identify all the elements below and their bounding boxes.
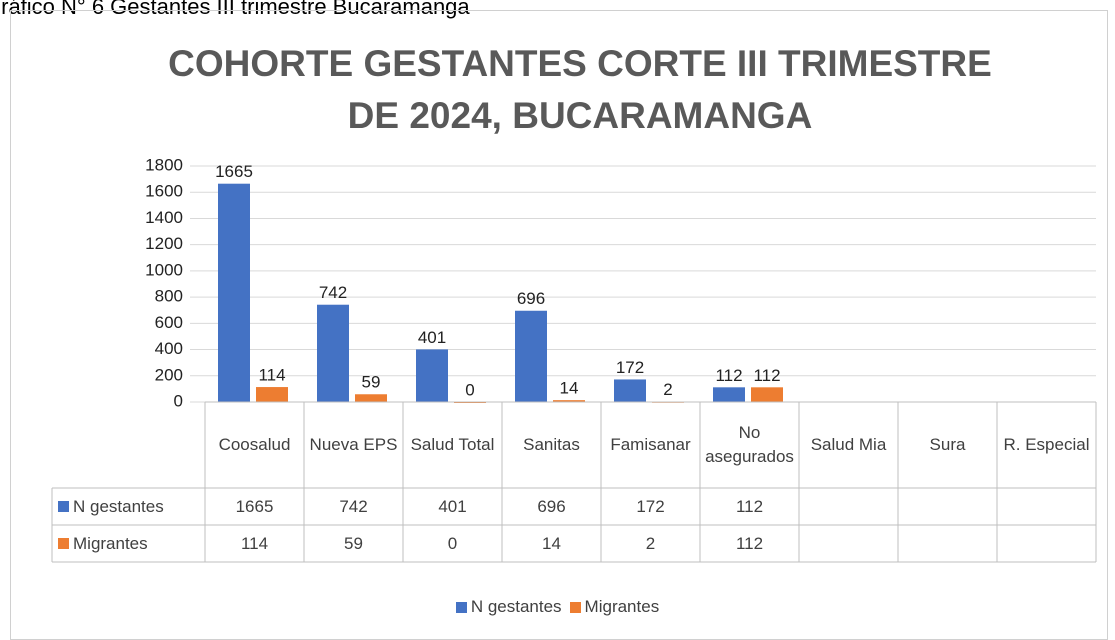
legend-item: Migrantes — [569, 597, 660, 617]
data-label: 696 — [517, 289, 545, 308]
data-label: 1665 — [215, 162, 253, 181]
x-tick-label: Salud Total — [410, 435, 495, 454]
bar — [416, 349, 448, 402]
x-tick-label: Sura — [929, 435, 966, 454]
legend-swatch — [569, 601, 581, 613]
table-value: 172 — [636, 496, 665, 516]
data-label: 14 — [560, 379, 579, 398]
y-tick-label: 1600 — [145, 182, 183, 201]
bar — [553, 400, 585, 402]
y-tick-label: 0 — [174, 391, 183, 410]
legend-key — [58, 501, 69, 512]
table-value — [997, 488, 1096, 525]
x-tick-label: Coosalud — [218, 435, 291, 454]
x-tick-label: No asegurados — [705, 423, 794, 466]
x-tick-label: Sanitas — [523, 435, 580, 454]
y-tick-label: 600 — [155, 313, 183, 332]
bar — [317, 304, 349, 402]
table-value: 14 — [542, 533, 561, 553]
series-name: N gestantes — [73, 496, 164, 516]
bar — [614, 379, 646, 402]
y-tick-label: 1000 — [145, 260, 183, 279]
table-value — [799, 488, 898, 525]
legend-item: N gestantes — [455, 597, 562, 617]
table-value: 401 — [438, 496, 467, 516]
table-value — [799, 525, 898, 562]
x-tick-label: Famisanar — [610, 435, 691, 454]
table-row-header: N gestantes — [52, 488, 205, 525]
table-value — [898, 488, 997, 525]
y-tick-label: 400 — [155, 339, 183, 358]
table-value: 59 — [344, 533, 363, 553]
bar — [355, 394, 387, 402]
table-value: 742 — [339, 496, 368, 516]
series-name: Migrantes — [73, 533, 148, 553]
data-label: 112 — [715, 366, 742, 385]
table-value: 1665 — [235, 496, 274, 516]
data-label: 172 — [616, 358, 644, 377]
chart-title: COHORTE GESTANTES CORTE III TRIMESTRE DE… — [168, 43, 992, 136]
y-tick-label: 1200 — [145, 234, 183, 253]
legend: N gestantes Migrantes — [0, 597, 1115, 618]
legend-label: N gestantes — [470, 597, 562, 616]
y-tick-label: 800 — [155, 287, 183, 306]
y-tick-label: 1400 — [145, 208, 183, 227]
caption: Gráfico N° 6 Gestantes III trimestre Buc… — [0, 0, 470, 19]
y-tick-label: 1800 — [145, 155, 183, 174]
legend-swatch — [455, 601, 467, 613]
table-row-header: Migrantes — [52, 525, 205, 562]
table-value: 2 — [645, 533, 656, 553]
bar — [751, 387, 783, 402]
table-value: 0 — [447, 533, 458, 553]
data-label: 112 — [753, 366, 780, 385]
data-label: 2 — [663, 380, 672, 399]
bar — [218, 183, 250, 402]
bar — [515, 310, 547, 402]
table-value: 114 — [240, 533, 269, 553]
y-tick-label: 200 — [155, 365, 183, 384]
legend-label: Migrantes — [584, 597, 660, 616]
x-tick-label: Nueva EPS — [309, 435, 398, 454]
table-value — [997, 525, 1096, 562]
data-label: 114 — [258, 366, 285, 385]
bar — [713, 387, 745, 402]
bar — [256, 387, 288, 402]
data-label: 401 — [418, 328, 446, 347]
x-tick-label: R. Especial — [1003, 435, 1090, 454]
table-value: 112 — [735, 496, 764, 516]
table-value — [898, 525, 997, 562]
x-tick-label: Salud Mia — [810, 435, 887, 454]
data-label: 59 — [362, 373, 381, 392]
data-label: 742 — [319, 283, 347, 302]
table-value: 112 — [735, 533, 764, 553]
table-value: 696 — [537, 496, 566, 516]
legend-key — [58, 538, 69, 549]
data-label: 0 — [465, 380, 474, 399]
